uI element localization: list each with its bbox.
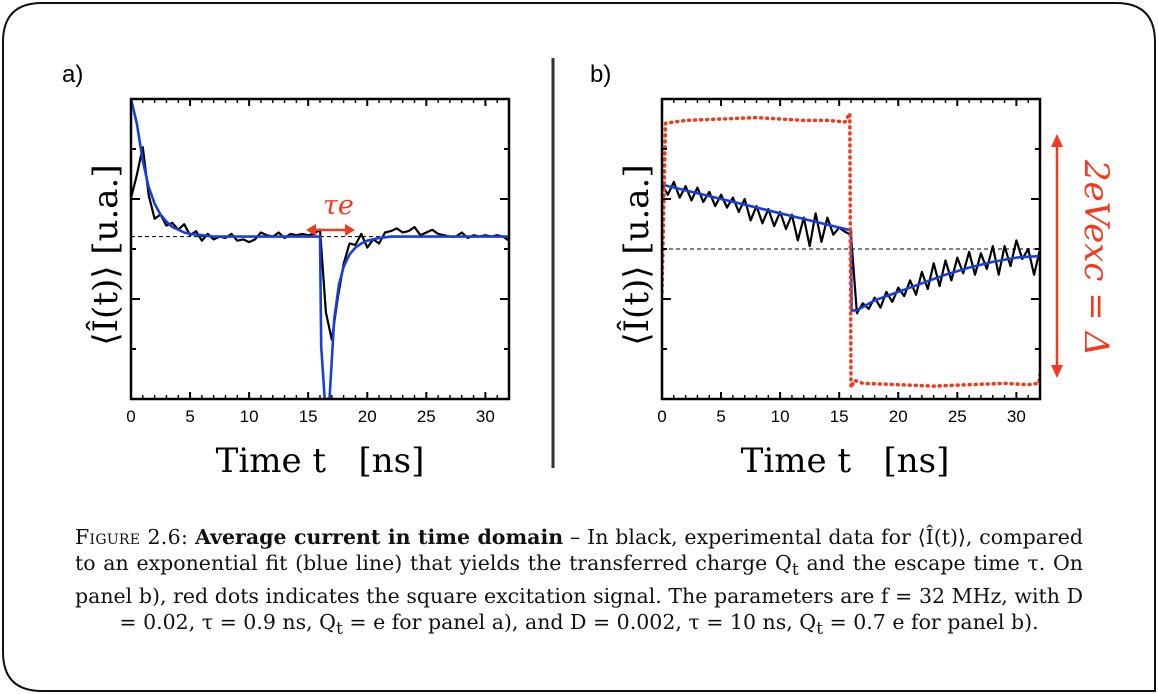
caption-text-1: In black, experimental data for ⟨Î(t)⟩, … xyxy=(75,525,1083,575)
figure-caption: Figure 2.6: Average current in time doma… xyxy=(75,524,1083,642)
caption-subscript-1: t xyxy=(791,560,799,581)
x-tick-label: 10 xyxy=(240,407,259,426)
panel-a: a) 0 5 10 15 20 25 30 ⟨Î(t)⟩ [u.a.] Time t [ns… xyxy=(62,61,511,481)
caption-text-2: and the escape time τ. On panel b), red … xyxy=(75,551,1084,635)
panel-b-xlabel: Time t [ns] xyxy=(741,441,950,481)
panel-b: b) 0 5 10 15 20 25 30 ⟨Î(t)⟩ [u.a.] Time t [ns… xyxy=(590,61,1116,481)
caption-title: Average current in time domain xyxy=(195,525,564,549)
x-tick-label: 0 xyxy=(657,407,666,426)
caption-dash: – xyxy=(563,525,588,549)
panel-b-plot: 0 5 10 15 20 25 30 xyxy=(657,97,1042,426)
x-tick-label: 15 xyxy=(830,407,849,426)
x-tick-label: 10 xyxy=(771,407,790,426)
panel-b-amplitude-arrow xyxy=(1051,134,1063,378)
series-line-1 xyxy=(131,99,509,399)
panel-a-label: a) xyxy=(62,61,83,88)
caption-text-4: = 0.7 e for panel b). xyxy=(823,610,1039,635)
x-tick-label: 20 xyxy=(889,407,908,426)
panel-a-xlabel: Time t [ns] xyxy=(216,441,425,481)
panel-a-tau-arrow xyxy=(306,224,355,236)
panel-b-ylabel: ⟨Î(t)⟩ [u.a.] xyxy=(616,164,657,345)
x-tick-label: 5 xyxy=(185,407,194,426)
panel-a-ylabel: ⟨Î(t)⟩ [u.a.] xyxy=(85,164,126,345)
panel-a-plot: 0 5 10 15 20 25 30 xyxy=(126,97,511,426)
caption-text-3: = e for panel a), and D = 0.002, τ = 10 … xyxy=(342,610,817,635)
x-tick-label: 25 xyxy=(948,407,967,426)
panel-a-annotation-tau-e: τe xyxy=(323,190,354,221)
x-tick-label: 30 xyxy=(476,407,495,426)
x-tick-label: 30 xyxy=(1007,407,1026,426)
x-tick-label: 15 xyxy=(299,407,318,426)
x-tick-label: 25 xyxy=(417,407,436,426)
caption-subscript-3: t xyxy=(816,619,823,640)
figure-charts: a) 0 5 10 15 20 25 30 ⟨Î(t)⟩ [u.a.] Time t [ns… xyxy=(62,58,1116,481)
x-tick-label: 5 xyxy=(716,407,725,426)
panel-b-annotation-2eVexc: 2eVexc = Δ xyxy=(1076,159,1116,356)
panel-b-label: b) xyxy=(590,61,611,88)
caption-figure-label: Figure 2.6: xyxy=(75,525,189,549)
x-tick-label: 0 xyxy=(126,407,135,426)
x-tick-label: 20 xyxy=(358,407,377,426)
caption-subscript-2: t xyxy=(335,619,343,640)
series-line-2 xyxy=(662,111,1040,390)
